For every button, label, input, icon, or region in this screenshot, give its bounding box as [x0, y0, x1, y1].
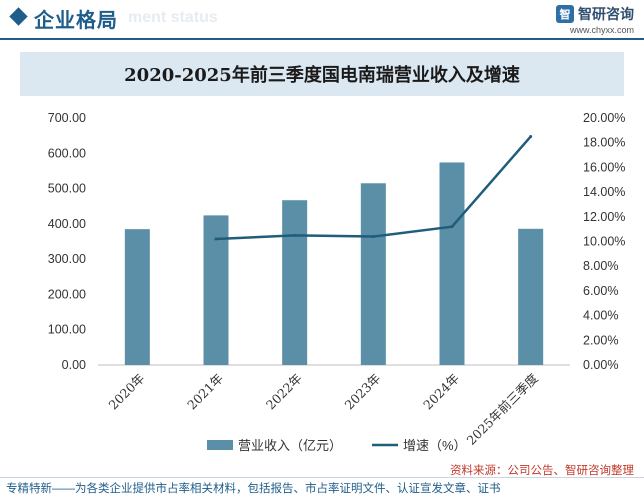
y-left-tick-label: 500.00 [48, 182, 86, 196]
y-right-tick-label: 0.00% [583, 358, 618, 372]
brand-url: www.chyxx.com [569, 25, 634, 35]
y-left-tick-label: 300.00 [48, 252, 86, 266]
bar [282, 200, 308, 365]
growth-point [214, 237, 218, 241]
y-right-tick-label: 2.00% [583, 333, 618, 347]
growth-point [371, 235, 375, 239]
chart: 0.00 100.00 200.00 300.00 400.00 500.00 600.00… [48, 111, 626, 453]
y-left-tick-label: 400.00 [48, 217, 86, 231]
section-title: 企业格局 [34, 10, 118, 32]
brand: 智 智研咨询 www.chyxx.com [556, 4, 634, 35]
y-right-tick-label: 20.00% [583, 111, 625, 125]
x-tick-label: 2025年前三季度 [463, 370, 541, 448]
x-tick-label: 2020年 [106, 371, 148, 413]
growth-point [293, 233, 297, 237]
header-watermark: ment status [128, 9, 218, 26]
legend: 营业收入（亿元） 增速（%） [207, 438, 467, 453]
y-left-tick-label: 700.00 [48, 111, 86, 125]
bar [360, 183, 386, 365]
y-right-tick-label: 4.00% [583, 309, 618, 323]
brand-name: 智研咨询 [578, 6, 634, 22]
y-right-tick-label: 14.00% [583, 185, 625, 199]
y-right-tick-label: 8.00% [583, 259, 618, 273]
y-right-tick-label: 10.00% [583, 235, 625, 249]
legend-bar-swatch [207, 440, 233, 450]
x-tick-label: 2024年 [420, 371, 462, 413]
header-divider [0, 38, 644, 40]
footer-slogan: 专精特新——为各类企业提供市占率相关材料，包括报告、市占率证明文件、认证宣发文章… [6, 483, 501, 495]
legend-bar-label: 营业收入（亿元） [238, 438, 342, 453]
bar [518, 228, 544, 365]
y-left-tick-label: 100.00 [48, 323, 86, 337]
footer-divider [0, 477, 644, 478]
chart-title-bar: 2020-2025年前三季度国电南瑞营业收入及增速 [20, 52, 624, 96]
x-tick-label: 2021年 [184, 371, 226, 413]
y-left-tick-label: 200.00 [48, 287, 86, 301]
brand-logo-icon: 智 [556, 5, 574, 23]
y-left-tick-label: 600.00 [48, 146, 86, 160]
y-right-tick-label: 6.00% [583, 284, 618, 298]
page-header: 企业格局 ment status 智 智研咨询 www.chyxx.com [0, 0, 644, 36]
y-right-tick-label: 18.00% [583, 136, 625, 150]
y-right-tick-label: 16.00% [583, 160, 625, 174]
growth-point [450, 225, 454, 229]
bar [439, 162, 465, 365]
growth-point [529, 135, 533, 139]
x-tick-label: 2023年 [342, 371, 384, 413]
chart-title: 2020-2025年前三季度国电南瑞营业收入及增速 [124, 65, 520, 86]
y-left-tick-label: 0.00 [62, 358, 86, 372]
bar [124, 229, 150, 365]
x-tick-label: 2022年 [263, 371, 305, 413]
source-note: 资料来源：公司公告、智研咨询整理 [450, 465, 634, 477]
legend-line-label: 增速（%） [403, 438, 467, 453]
y-right-tick-label: 12.00% [583, 210, 625, 224]
